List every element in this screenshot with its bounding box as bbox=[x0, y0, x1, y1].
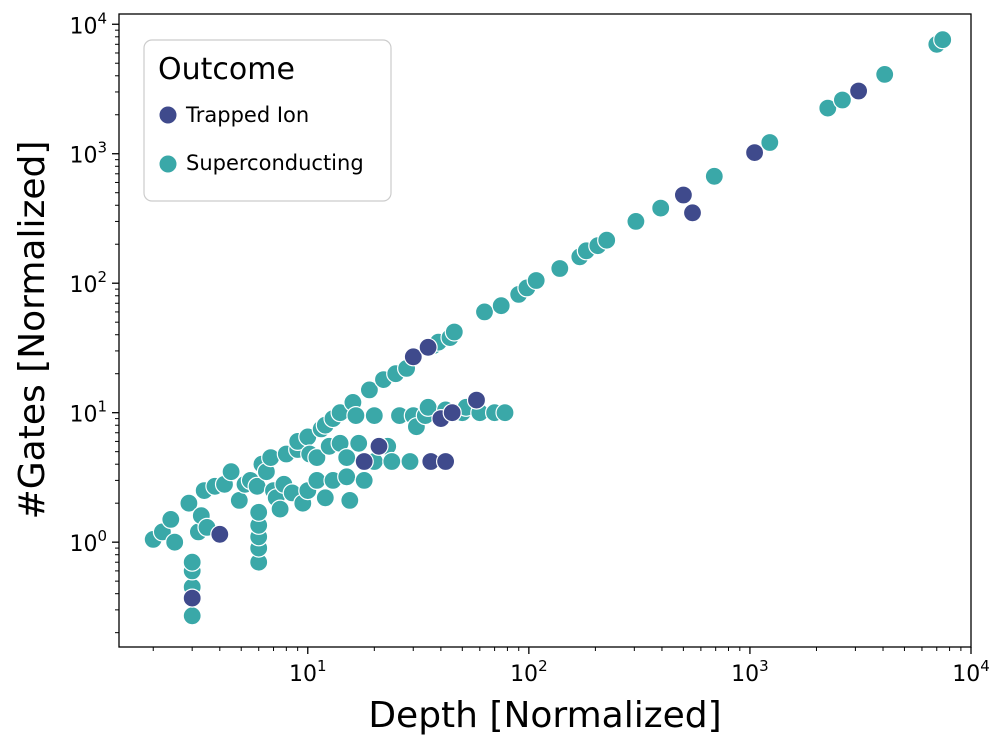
data-point-superconducting bbox=[307, 470, 327, 490]
legend-marker-trapped-ion bbox=[158, 105, 178, 125]
data-point-superconducting bbox=[354, 470, 374, 490]
y-tick-label: 102 bbox=[69, 268, 107, 298]
y-tick-label: 100 bbox=[69, 527, 107, 557]
data-point-superconducting bbox=[382, 451, 402, 472]
data-point-superconducting bbox=[270, 499, 290, 519]
data-point-superconducting bbox=[307, 448, 327, 468]
data-point-superconducting bbox=[315, 488, 335, 508]
data-point-trapped_ion bbox=[466, 390, 487, 410]
data-point-superconducting bbox=[182, 552, 202, 572]
data-point-superconducting bbox=[526, 270, 546, 291]
data-point-trapped_ion bbox=[436, 451, 456, 472]
y-tick-label: 104 bbox=[69, 9, 107, 39]
data-point-superconducting bbox=[161, 509, 181, 530]
ticks-layer: 101 102 103 104 100 101 102 103 104 bbox=[69, 9, 989, 687]
legend-label-superconducting: Superconducting bbox=[186, 151, 364, 175]
data-point-trapped_ion bbox=[403, 347, 423, 367]
x-tick-label: 101 bbox=[289, 657, 327, 687]
data-point-trapped_ion bbox=[744, 143, 765, 163]
data-point-superconducting bbox=[349, 433, 369, 453]
plot-area-frame bbox=[118, 13, 972, 648]
data-point-superconducting bbox=[704, 166, 724, 186]
data-point-trapped_ion bbox=[418, 337, 438, 357]
data-point-trapped_ion bbox=[673, 185, 694, 205]
data-point-trapped_ion bbox=[354, 451, 374, 472]
legend-box bbox=[143, 39, 392, 202]
data-point-superconducting bbox=[359, 380, 379, 400]
data-point-trapped_ion bbox=[848, 81, 869, 101]
data-point-superconducting bbox=[818, 98, 838, 118]
data-point-superconducting bbox=[626, 211, 646, 231]
data-point-superconducting bbox=[340, 490, 360, 510]
data-point-superconducting bbox=[444, 322, 464, 342]
data-point-superconducting bbox=[346, 406, 366, 426]
data-point-superconducting bbox=[491, 296, 511, 316]
data-point-superconducting bbox=[165, 532, 185, 552]
data-point-superconducting bbox=[337, 448, 357, 468]
data-point-superconducting bbox=[474, 302, 495, 322]
data-point-superconducting bbox=[400, 451, 420, 472]
data-point-superconducting bbox=[651, 198, 671, 218]
data-point-trapped_ion bbox=[369, 436, 389, 456]
data-point-trapped_ion bbox=[442, 403, 462, 423]
y-tick-label: 103 bbox=[69, 139, 107, 169]
data-point-superconducting bbox=[760, 132, 780, 153]
data-point-superconducting bbox=[495, 403, 515, 423]
data-point-superconducting bbox=[550, 258, 570, 279]
data-point-trapped_ion bbox=[182, 588, 202, 608]
data-point-superconducting bbox=[249, 502, 269, 522]
legend: Outcome Trapped Ion Superconducting bbox=[143, 39, 392, 202]
x-axis-label: Depth [Normalized] bbox=[368, 695, 721, 736]
data-point-superconducting bbox=[364, 406, 384, 426]
data-point-superconducting bbox=[875, 64, 895, 85]
data-point-trapped_ion bbox=[682, 203, 703, 223]
legend-label-trapped-ion: Trapped Ion bbox=[185, 103, 309, 127]
x-tick-label: 104 bbox=[952, 657, 990, 687]
data-point-superconducting bbox=[229, 490, 249, 510]
x-tick-label: 102 bbox=[510, 657, 548, 687]
data-point-superconducting bbox=[182, 606, 202, 626]
data-point-superconducting bbox=[933, 30, 953, 50]
data-point-superconducting bbox=[221, 462, 241, 482]
points-layer bbox=[143, 30, 953, 626]
x-tick-label: 103 bbox=[731, 657, 769, 687]
data-point-superconducting bbox=[179, 493, 199, 513]
legend-title: Outcome bbox=[158, 52, 295, 87]
series-trapped_ion bbox=[182, 81, 869, 608]
legend-marker-superconducting bbox=[158, 154, 178, 174]
y-tick-label: 101 bbox=[69, 398, 107, 428]
data-point-superconducting bbox=[261, 448, 281, 468]
data-point-superconducting bbox=[597, 230, 617, 250]
data-point-superconducting bbox=[337, 467, 357, 487]
data-point-superconducting bbox=[832, 90, 853, 110]
data-point-trapped_ion bbox=[210, 524, 230, 544]
y-axis-label: #Gates [Normalized] bbox=[12, 141, 53, 520]
